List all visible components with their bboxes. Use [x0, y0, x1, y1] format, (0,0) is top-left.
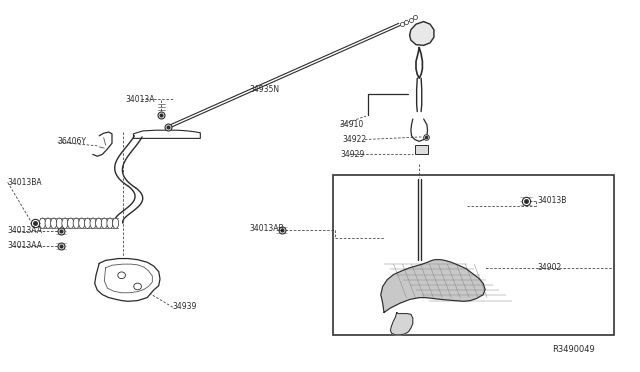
- Text: 34935N: 34935N: [250, 85, 280, 94]
- Ellipse shape: [56, 218, 63, 228]
- Text: 36406Y: 36406Y: [58, 137, 86, 146]
- Ellipse shape: [73, 218, 79, 228]
- Ellipse shape: [113, 218, 118, 228]
- Polygon shape: [381, 260, 485, 312]
- Text: 34929: 34929: [340, 150, 365, 159]
- Ellipse shape: [45, 218, 51, 228]
- Text: 34013B: 34013B: [538, 196, 567, 205]
- Ellipse shape: [40, 218, 45, 228]
- Ellipse shape: [62, 218, 68, 228]
- Text: 34902: 34902: [538, 263, 562, 272]
- Ellipse shape: [67, 218, 74, 228]
- Ellipse shape: [118, 272, 125, 279]
- Bar: [415, 145, 428, 154]
- Text: 34013AA: 34013AA: [8, 241, 43, 250]
- Text: 34013AB: 34013AB: [250, 224, 284, 233]
- Text: 34922: 34922: [342, 135, 367, 144]
- Ellipse shape: [79, 218, 85, 228]
- Text: 34013AA: 34013AA: [8, 226, 43, 235]
- Bar: [333, 175, 614, 335]
- Text: 34910: 34910: [339, 120, 364, 129]
- Polygon shape: [390, 312, 413, 335]
- Ellipse shape: [51, 218, 57, 228]
- Ellipse shape: [107, 218, 113, 228]
- Polygon shape: [410, 22, 434, 45]
- Text: 34013BA: 34013BA: [8, 178, 42, 187]
- Text: 34939: 34939: [173, 302, 197, 311]
- Ellipse shape: [95, 218, 102, 228]
- Text: 34013A: 34013A: [125, 95, 155, 104]
- Ellipse shape: [90, 218, 96, 228]
- Ellipse shape: [134, 283, 141, 290]
- Text: R3490049: R3490049: [552, 345, 595, 354]
- Ellipse shape: [101, 218, 108, 228]
- Ellipse shape: [84, 218, 91, 228]
